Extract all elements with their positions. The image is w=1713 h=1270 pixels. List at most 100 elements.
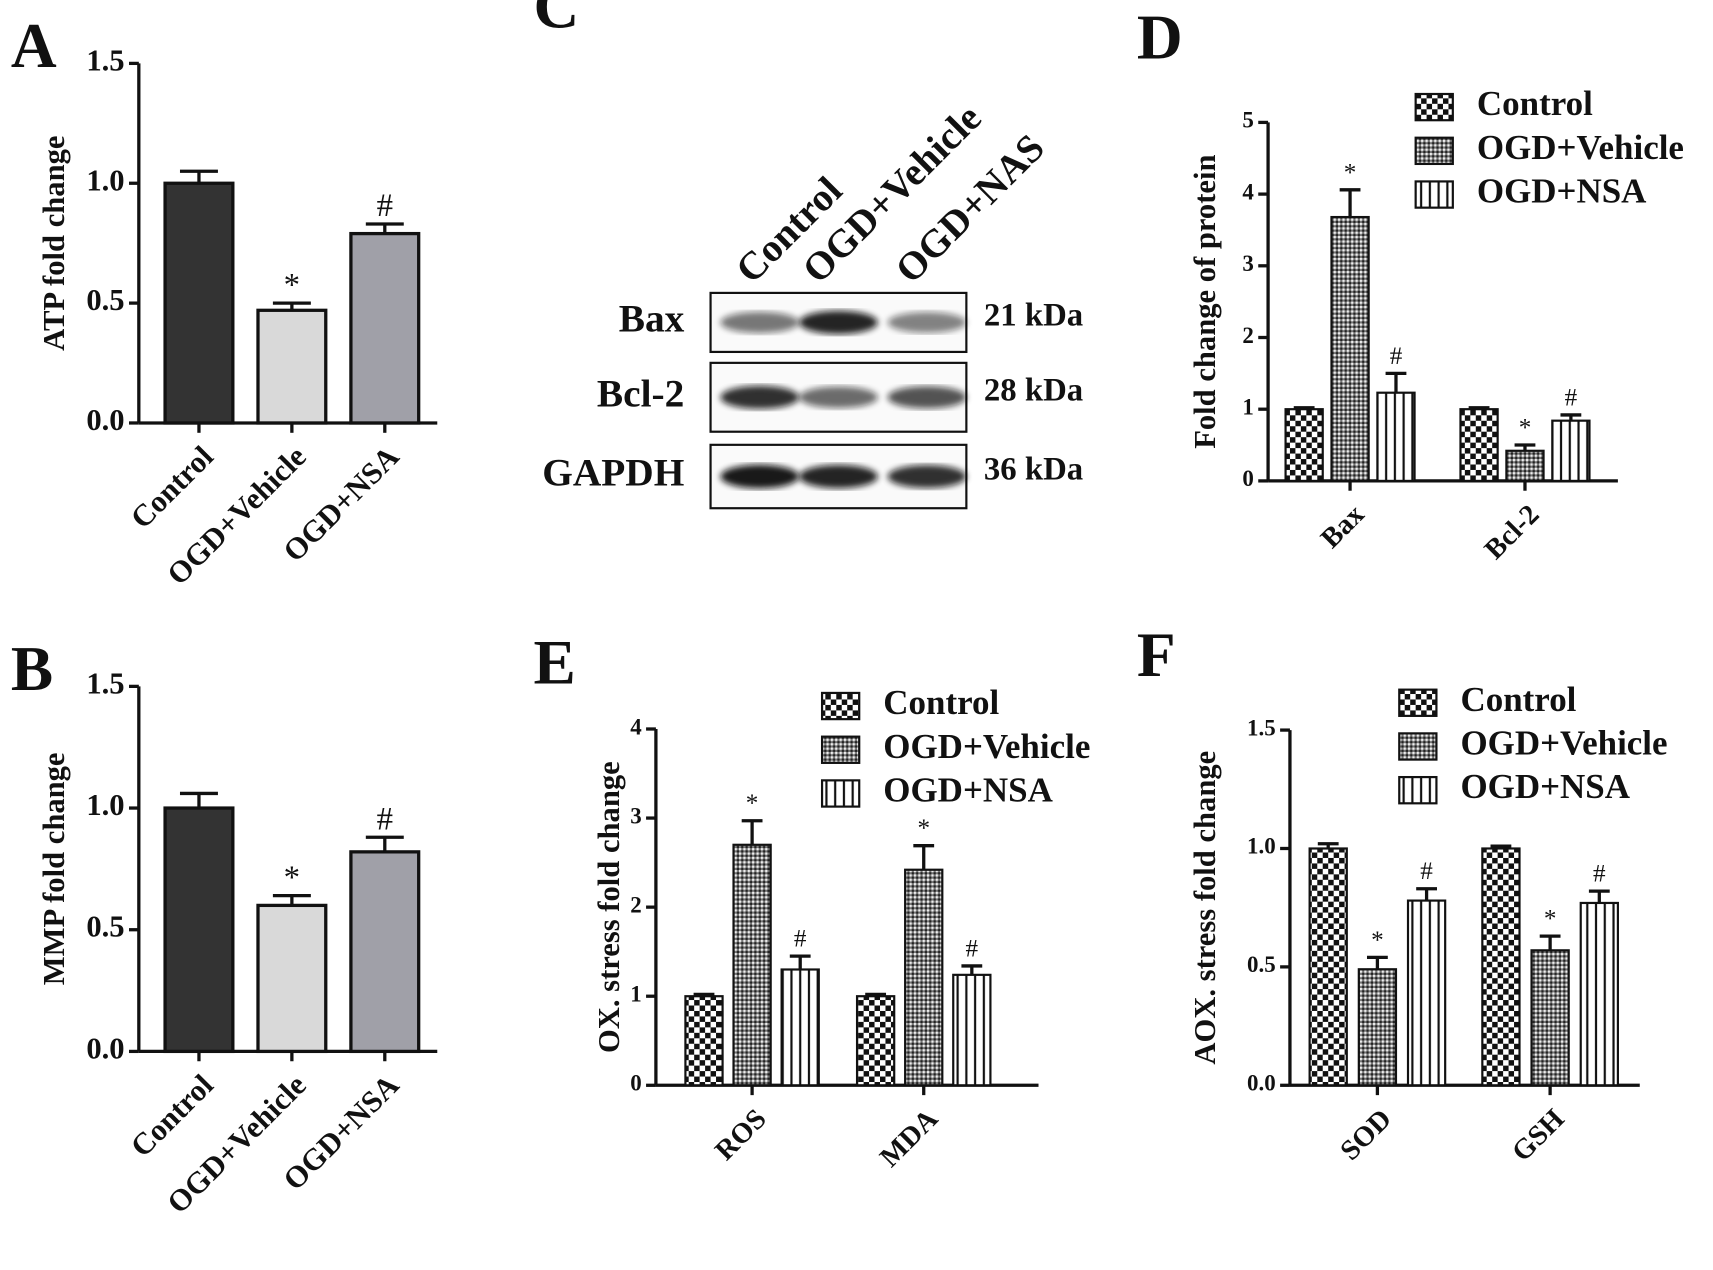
panel-label: F: [1137, 620, 1176, 690]
bar: [952, 973, 992, 1087]
bar: [1284, 408, 1324, 482]
bar: [780, 968, 820, 1087]
significance-mark: *: [1344, 159, 1357, 186]
y-tick-label: 0.5: [86, 283, 124, 317]
band: [799, 464, 878, 489]
band: [887, 464, 967, 489]
significance-mark: *: [917, 815, 930, 842]
band: [887, 312, 967, 333]
bar: [1406, 899, 1447, 1087]
y-tick-label: 1: [1242, 394, 1253, 419]
bar: [1376, 391, 1416, 482]
significance-mark: #: [377, 188, 393, 224]
y-tick-label: 1.0: [86, 163, 124, 197]
significance-mark: *: [746, 790, 759, 817]
x-tick-label: MDA: [874, 1103, 944, 1173]
band: [720, 311, 800, 333]
y-tick-label: 1.0: [86, 788, 124, 822]
bar: [256, 903, 328, 1054]
row-label: Bcl-2: [597, 371, 684, 415]
y-tick-label: 1.5: [86, 43, 124, 77]
y-tick-label: 0.5: [86, 910, 124, 944]
panel-label: C: [533, 0, 579, 42]
significance-mark: #: [1565, 384, 1578, 411]
band-size: 21 kDa: [984, 298, 1083, 334]
y-tick-label: 4: [630, 714, 642, 739]
band: [720, 464, 800, 489]
bar: [684, 995, 724, 1087]
bar: [1530, 949, 1570, 1087]
legend-label: OGD+NSA: [883, 771, 1053, 810]
y-tick-label: 3: [630, 803, 641, 828]
significance-mark: #: [1420, 858, 1433, 885]
panel-label: E: [533, 627, 575, 697]
y-axis-label: Fold change of protein: [1188, 154, 1222, 448]
y-tick-label: 1: [630, 981, 641, 1006]
y-tick-label: 1.0: [1247, 834, 1276, 859]
panel-label: A: [11, 11, 57, 81]
x-tick-label: Control: [124, 1068, 220, 1164]
bar: [1551, 419, 1591, 482]
bar: [163, 181, 235, 425]
bar: [163, 806, 235, 1054]
significance-mark: *: [284, 267, 300, 303]
band: [887, 386, 967, 409]
x-tick-label: Bax: [1315, 499, 1371, 555]
band: [720, 385, 800, 409]
significance-mark: #: [1593, 861, 1606, 888]
bar: [1357, 968, 1398, 1087]
legend-label: OGD+NSA: [1460, 767, 1630, 806]
significance-mark: #: [794, 926, 807, 953]
significance-mark: #: [966, 935, 979, 962]
y-axis-label: OX. stress fold change: [592, 761, 626, 1053]
legend-label: Control: [1460, 680, 1576, 719]
bar: [1579, 901, 1619, 1087]
legend-swatch: [1414, 136, 1454, 166]
y-tick-label: 1.5: [1247, 715, 1276, 740]
bar: [349, 850, 421, 1054]
bar: [256, 308, 328, 425]
panel-label: D: [1137, 2, 1183, 72]
band: [799, 386, 878, 408]
legend-label: Control: [883, 683, 999, 722]
legend-label: OGD+Vehicle: [1477, 128, 1684, 167]
y-axis-label: MMP fold change: [37, 752, 71, 985]
y-tick-label: 3: [1242, 251, 1253, 276]
band-size: 36 kDa: [984, 452, 1083, 488]
legend-label: OGD+NSA: [1477, 172, 1647, 211]
bar: [1505, 449, 1545, 482]
legend-swatch: [1398, 732, 1438, 761]
legend-swatch: [820, 735, 861, 764]
y-tick-label: 0.5: [1247, 952, 1276, 977]
x-tick-label: Bcl-2: [1479, 499, 1546, 566]
y-tick-label: 0.0: [86, 403, 124, 437]
y-axis-label: ATP fold change: [37, 136, 71, 351]
legend-swatch: [820, 691, 861, 721]
y-tick-label: 0: [630, 1071, 641, 1096]
row-label: Bax: [619, 296, 685, 340]
bar: [732, 843, 772, 1087]
x-tick-label: ROS: [709, 1104, 772, 1167]
significance-mark: #: [1390, 343, 1403, 370]
significance-mark: *: [1371, 927, 1384, 954]
legend-label: Control: [1477, 84, 1593, 123]
row-label: GAPDH: [542, 451, 684, 495]
significance-mark: *: [284, 860, 300, 896]
significance-mark: #: [377, 801, 393, 837]
significance-mark: *: [1519, 415, 1532, 442]
y-tick-label: 1.5: [86, 666, 124, 700]
x-tick-label: SOD: [1335, 1104, 1398, 1167]
band-size: 28 kDa: [984, 372, 1083, 408]
y-tick-label: 0.0: [86, 1031, 124, 1065]
bar: [1459, 408, 1499, 482]
bar: [349, 231, 421, 425]
y-tick-label: 4: [1242, 179, 1254, 204]
bar: [1308, 847, 1348, 1087]
significance-mark: *: [1544, 906, 1557, 933]
x-tick-label: Control: [124, 439, 220, 535]
bar: [1330, 215, 1370, 482]
legend-swatch: [1414, 92, 1454, 122]
y-tick-label: 5: [1242, 108, 1253, 133]
legend-swatch: [1398, 775, 1438, 805]
